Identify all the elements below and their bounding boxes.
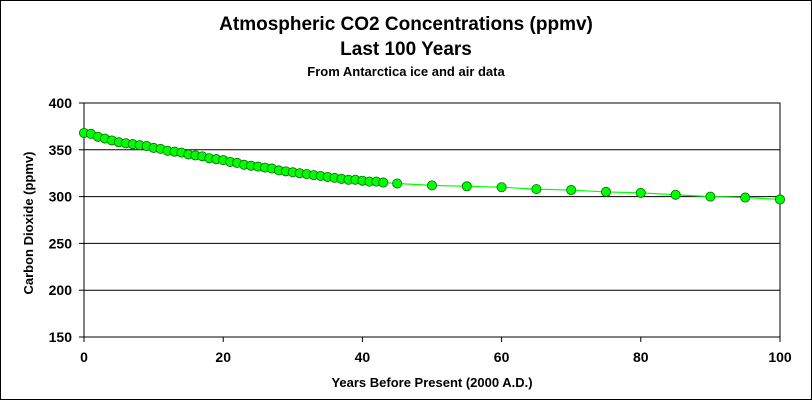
x-axis-label: Years Before Present (2000 A.D.) [331,375,532,390]
data-point [378,177,389,188]
data-point [635,187,646,198]
y-tick-label: 350 [49,142,73,158]
data-point [531,184,542,195]
x-axis: 0 20 40 60 80 100 [80,337,792,365]
data-point [705,191,716,202]
data-point [566,185,577,196]
y-axis: 150 200 250 300 350 400 [49,95,84,345]
data-point [426,180,437,191]
grid-lines [84,102,780,338]
x-tick-label: 80 [633,349,649,365]
data-point [775,194,786,205]
data-point [461,181,472,192]
y-tick-label: 400 [49,95,73,111]
x-tick-label: 20 [215,349,231,365]
chart-subtitle: Last 100 Years [340,39,472,60]
chart-caption: From Antarctica ice and air data [307,64,505,79]
data-point [670,189,681,200]
x-tick-label: 40 [355,349,371,365]
y-tick-label: 300 [49,189,73,205]
data-point [496,182,507,193]
chart-title: Atmospheric CO2 Concentrations (ppmv) [219,14,593,35]
data-point [392,178,403,189]
y-tick-label: 250 [49,235,73,251]
co2-data-points [79,127,786,205]
y-tick-label: 150 [49,329,73,345]
plot-area [83,102,781,338]
y-axis-label: Carbon Dioxide (ppmv) [21,151,36,294]
y-tick-label: 200 [49,282,73,298]
x-tick-label: 0 [80,349,88,365]
data-point [740,192,751,203]
data-point [601,186,612,197]
x-tick-label: 100 [768,349,792,365]
x-tick-label: 60 [494,349,510,365]
